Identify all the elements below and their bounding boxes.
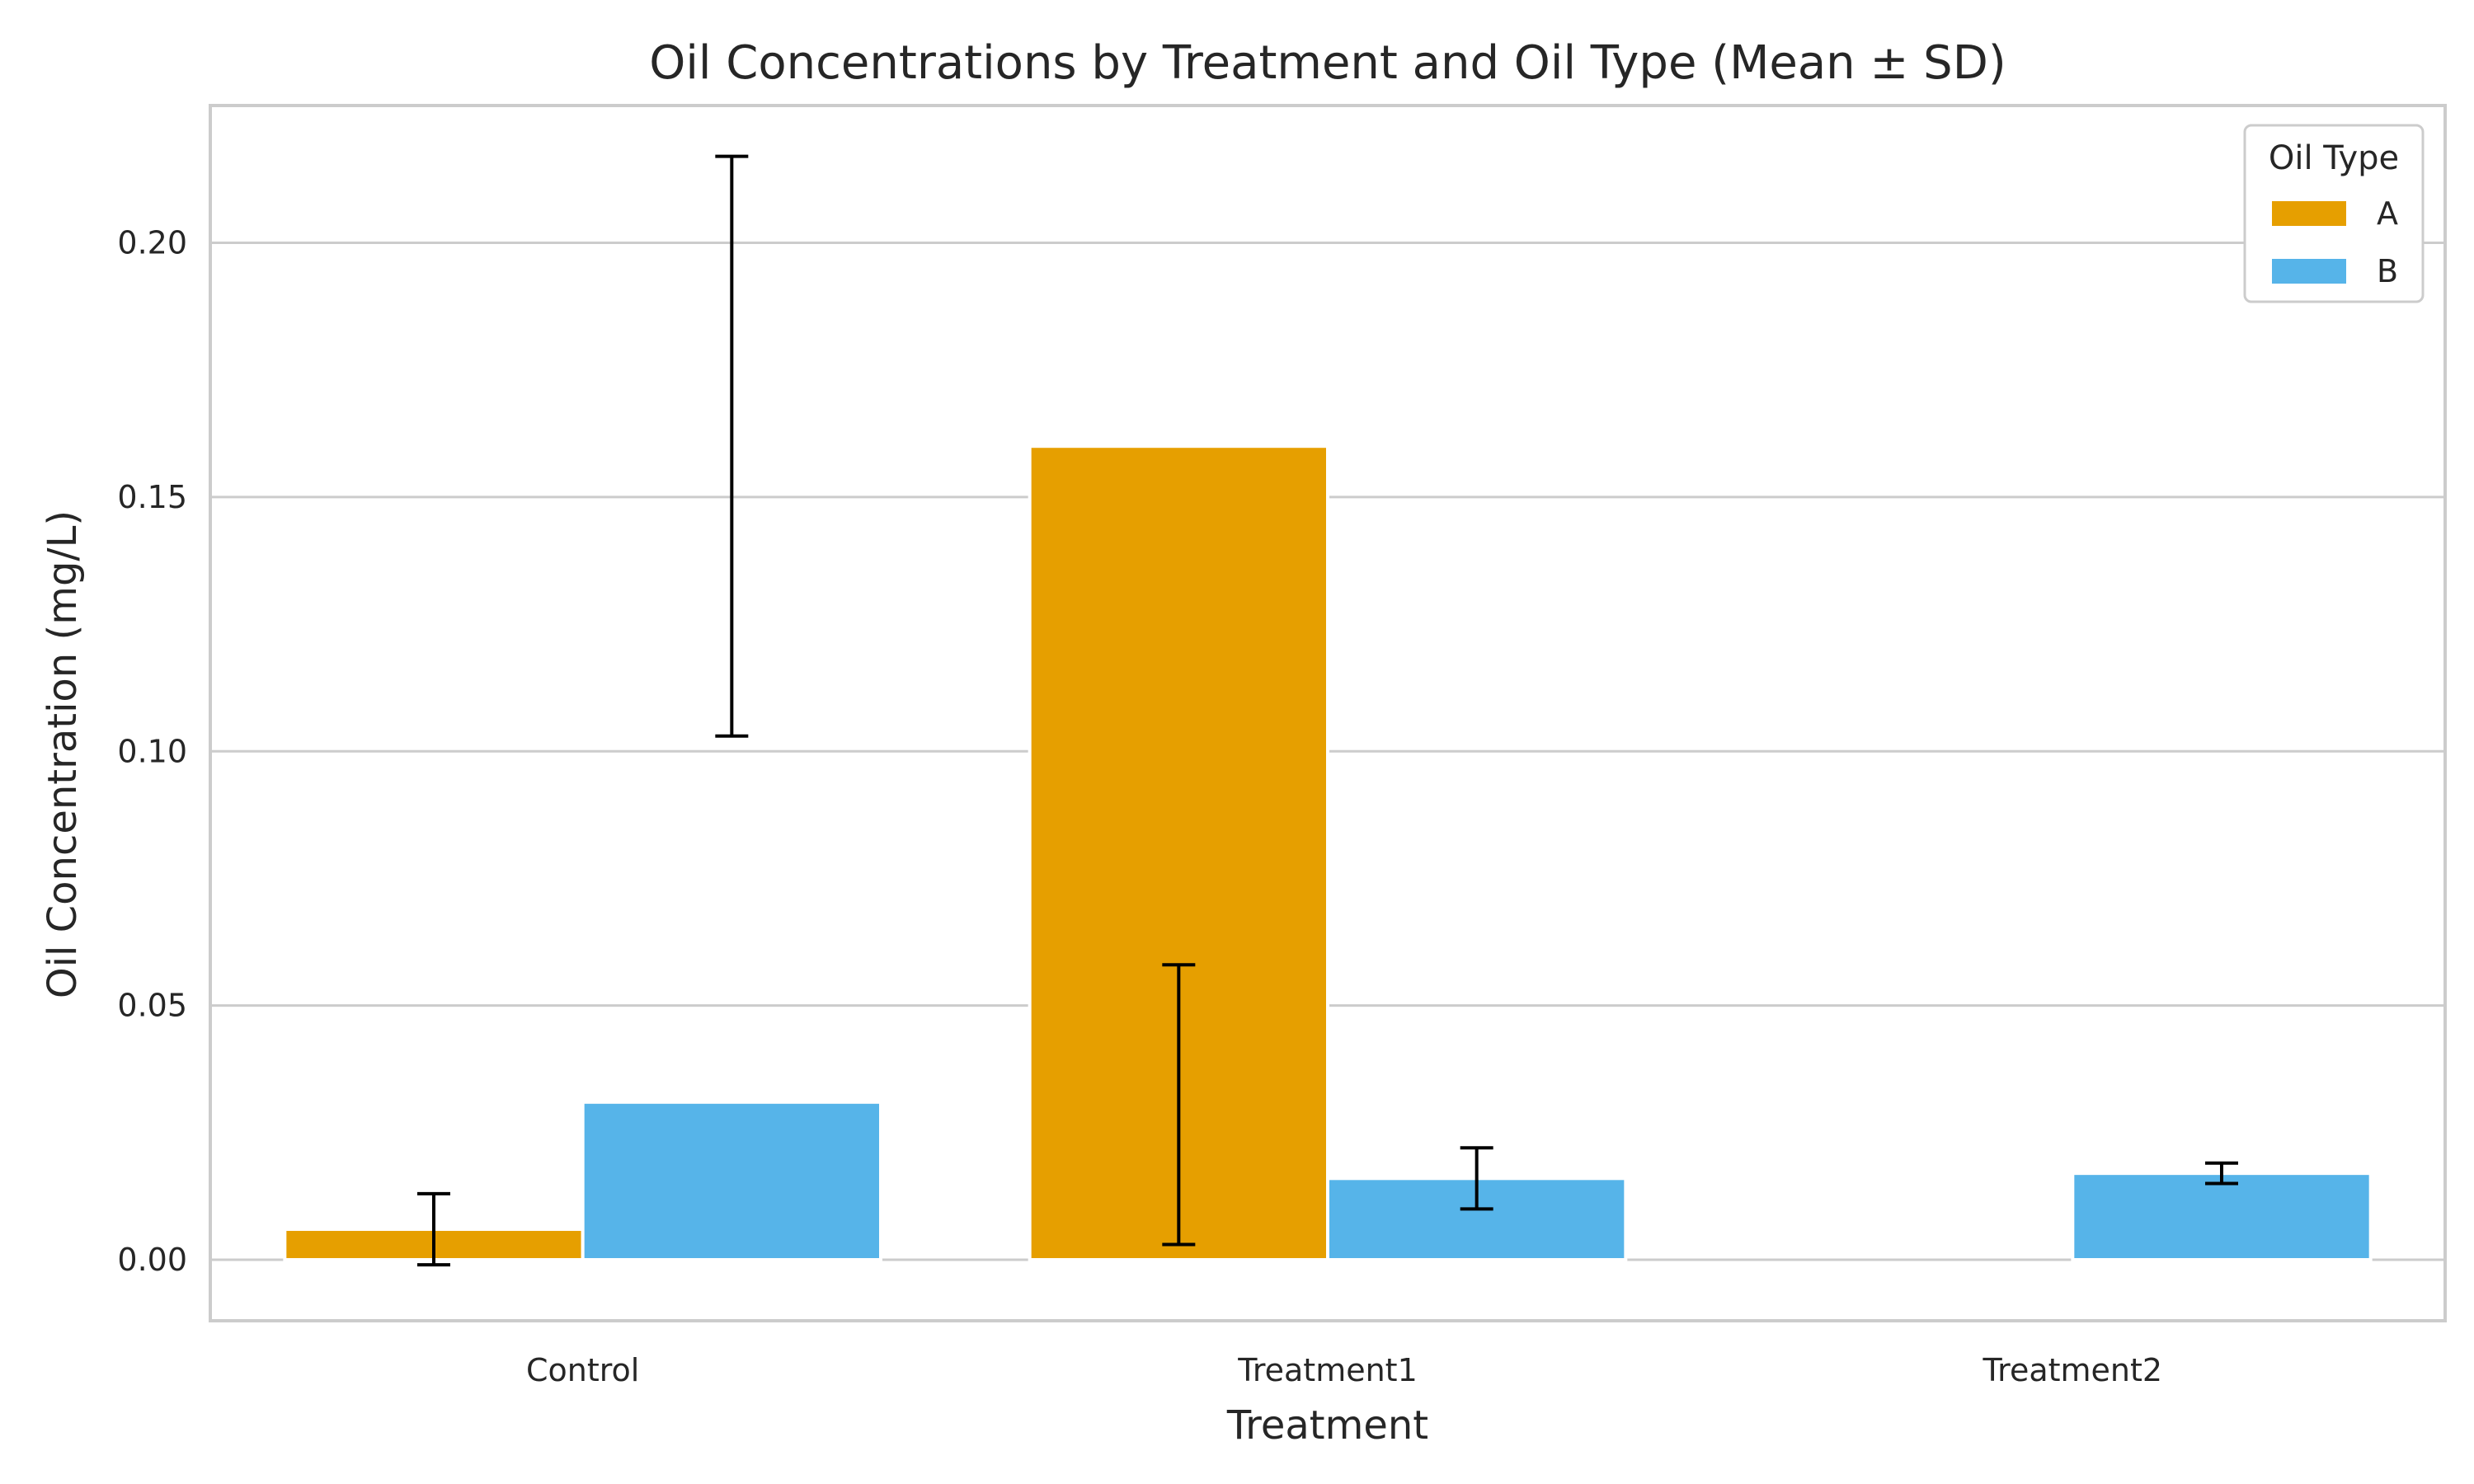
legend-swatch-a: [2272, 201, 2346, 226]
y-tick-label: 0.15: [117, 479, 187, 515]
chart-title: Oil Concentrations by Treatment and Oil …: [649, 36, 2006, 90]
y-tick-label: 0.20: [117, 225, 187, 261]
x-tick-label: Control: [526, 1352, 639, 1388]
y-tick-label: 0.05: [117, 988, 187, 1024]
errorbar-a-treatment1: [1162, 963, 1196, 1247]
legend-label-b: B: [2377, 253, 2398, 289]
bar-layer: [283, 444, 2373, 1261]
legend: Oil Type AB: [2243, 124, 2425, 303]
plot-frame: [209, 104, 2447, 1322]
y-axis-label: Oil Concentration (mg/L): [40, 510, 86, 998]
y-tick-label: 0.00: [117, 1242, 187, 1278]
x-tick-label: Treatment1: [1237, 1352, 1418, 1388]
tick-layer: 0.00 0.05 0.10 0.15 0.20 Control Treatment1 Tre…: [117, 225, 2162, 1388]
errorbar-b-treatment1: [1460, 1146, 1493, 1211]
errorbar-a-control: [417, 1191, 450, 1267]
legend-swatch-b: [2272, 259, 2346, 284]
legend-title: Oil Type: [2269, 139, 2399, 177]
bar-b-control: [581, 1100, 883, 1261]
legend-label-a: A: [2377, 195, 2398, 232]
bar-b-treatment2: [2071, 1172, 2373, 1261]
legend-items: AB: [2272, 195, 2398, 289]
errorbar-layer: [417, 154, 2238, 1267]
x-tick-label: Treatment2: [1982, 1352, 2163, 1388]
errorbar-b-treatment2: [2205, 1161, 2238, 1186]
y-tick-label: 0.10: [117, 733, 187, 769]
x-axis-label: Treatment: [1226, 1402, 1428, 1449]
errorbar-b-control: [715, 154, 749, 738]
